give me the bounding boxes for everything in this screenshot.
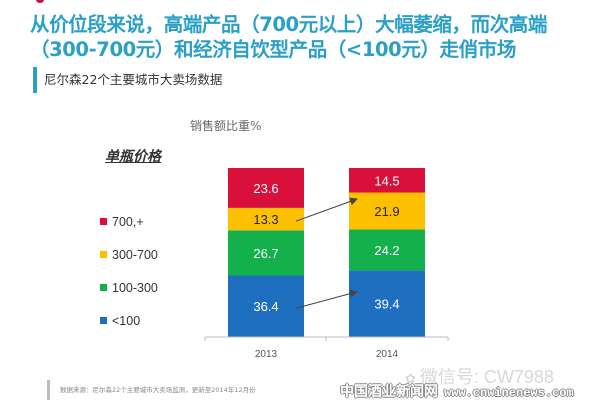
legend-swatch (100, 218, 107, 225)
bar-segment-2013-700,+ (228, 168, 304, 208)
data-label-2013-700,+: 23.6 (253, 181, 278, 196)
legend-item-<100: <100 (100, 304, 158, 337)
trend-arrow-300-700 (295, 197, 358, 222)
wechat-id: 微信号: CW7988 (419, 367, 554, 387)
wechat-watermark: ✿ 微信号: CW7988 (405, 363, 554, 389)
legend-item-100-300: 100-300 (100, 271, 158, 304)
bar-segment-2014-300-700 (349, 192, 425, 230)
bar-segment-2014-<100 (349, 270, 425, 337)
data-label-2013-100-300: 26.7 (253, 246, 278, 261)
legend-swatch (100, 251, 107, 258)
bar-segment-2013-100-300 (228, 230, 304, 276)
data-label-2014-<100: 39.4 (374, 297, 399, 312)
chart-legend: 700,+ 300-700 100-300 <100 (100, 205, 158, 337)
data-label-2014-300-700: 21.9 (374, 204, 399, 219)
legend-swatch (100, 317, 107, 324)
chart-title: 销售额比重% (190, 119, 262, 133)
x-tick-label-2013: 2013 (255, 349, 278, 360)
data-label-2013-<100: 36.4 (253, 299, 278, 314)
subheading-text: 尼尔森22个主要城市大卖场数据 (44, 72, 223, 87)
legend-label: 700,+ (112, 214, 144, 229)
subheading: 尼尔森22个主要城市大卖场数据 (33, 67, 222, 93)
site-watermark: 中国酒业新闻网 www.cnwinenews.com (340, 381, 574, 401)
data-label-2014-100-300: 24.2 (374, 243, 399, 258)
legend-label: 100-300 (112, 280, 158, 295)
legend-label: <100 (112, 313, 141, 328)
data-label-2013-300-700: 13.3 (253, 212, 278, 227)
legend-swatch (100, 284, 107, 291)
site-url: www.cnwinenews.com (444, 386, 574, 400)
wechat-icon: ✿ (405, 371, 416, 386)
bar-segment-2014-100-300 (349, 229, 425, 271)
trend-arrow-<100 (295, 289, 358, 309)
decorative-dot (36, 0, 44, 3)
source-note: 数据来源：尼尔森22个主要城市大卖场监测，更新至2014年12月份 (47, 380, 256, 400)
legend-item-300-700: 300-700 (100, 238, 158, 271)
data-label-2014-700,+: 14.5 (374, 173, 399, 188)
page-headline: 从价位段来说，高端产品（700元以上）大幅萎缩，而次高端（300-700元）和经… (30, 13, 548, 61)
bar-segment-2014-700,+ (349, 168, 425, 193)
x-tick-label-2014: 2014 (376, 349, 399, 360)
bar-segment-2013-300-700 (228, 207, 304, 231)
legend-label: 300-700 (112, 247, 158, 262)
legend-item-700,+: 700,+ (100, 205, 158, 238)
bar-segment-2013-<100 (228, 275, 304, 337)
legend-title: 单瓶价格 (105, 149, 161, 165)
site-name: 中国酒业新闻网 (340, 384, 438, 400)
